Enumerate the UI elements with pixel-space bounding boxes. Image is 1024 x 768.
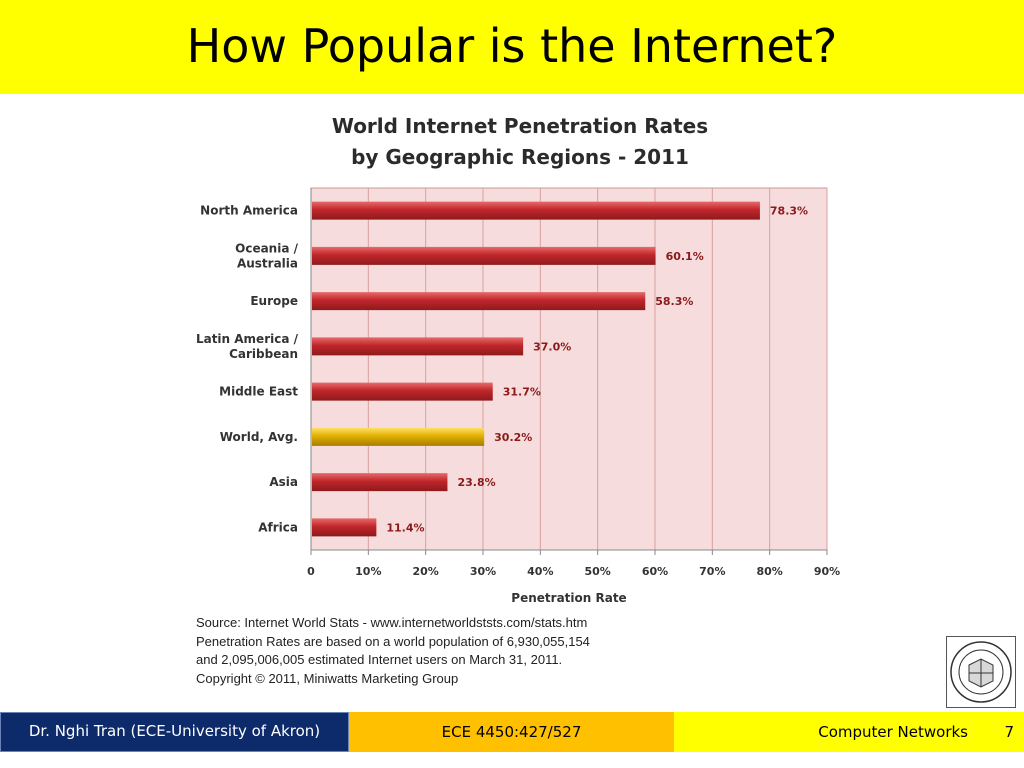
category-label: Middle East (219, 385, 298, 399)
x-tick-label: 60% (642, 565, 668, 578)
footer: Dr. Nghi Tran (ECE-University of Akron) … (0, 712, 1024, 752)
bar (312, 473, 448, 492)
source-line: Penetration Rates are based on a world p… (196, 633, 590, 649)
source-line: Source: Internet World Stats - www.inter… (196, 615, 588, 630)
x-tick-label: 40% (527, 565, 553, 578)
chart-subtitle: by Geographic Regions - 2011 (351, 145, 689, 169)
data-label: 11.4% (386, 521, 424, 534)
data-label: 30.2% (494, 431, 532, 444)
footer-course-name: Computer Networks (818, 723, 968, 741)
data-label: 37.0% (533, 340, 571, 353)
bar (312, 382, 493, 401)
x-tick-label: 0 (307, 565, 315, 578)
x-tick-label: 50% (584, 565, 610, 578)
category-label: Latin America / (196, 332, 299, 346)
source-line: Copyright © 2011, Miniwatts Marketing Gr… (196, 670, 459, 686)
footer-right: Computer Networks 7 (674, 712, 1024, 752)
category-label: Europe (250, 294, 298, 308)
plot-area (310, 187, 828, 551)
bar (312, 337, 524, 356)
slide-title: How Popular is the Internet? (186, 19, 838, 73)
bar (312, 427, 485, 446)
x-tick-label: 20% (412, 565, 438, 578)
category-label: Africa (258, 520, 298, 534)
data-label: 31.7% (503, 386, 541, 399)
x-tick-label: 90% (814, 565, 840, 578)
data-label: 23.8% (457, 476, 495, 489)
category-label: North America (200, 204, 298, 218)
x-tick-label: 30% (470, 565, 496, 578)
x-tick-label: 10% (355, 565, 381, 578)
category-label: Australia (237, 256, 298, 270)
penetration-chart: World Internet Penetration Rates by Geogr… (196, 114, 840, 605)
page-number: 7 (1004, 723, 1014, 741)
bar (312, 246, 656, 265)
category-label: Caribbean (229, 347, 298, 361)
x-tick-label: 80% (756, 565, 782, 578)
title-bar (0, 0, 1024, 94)
bar (312, 201, 760, 220)
x-tick-label: 70% (699, 565, 725, 578)
category-label: World, Avg. (220, 430, 298, 444)
source-note: Source: Internet World Stats - www.inter… (196, 614, 590, 688)
university-seal (946, 636, 1016, 708)
data-label: 60.1% (666, 250, 704, 263)
bar (312, 292, 646, 311)
category-label: Oceania / (235, 241, 298, 255)
chart-title: World Internet Penetration Rates (332, 114, 708, 138)
bar (312, 518, 377, 537)
category-label: Asia (269, 475, 298, 489)
footer-course-code: ECE 4450:427/527 (349, 712, 674, 752)
data-label: 78.3% (770, 205, 808, 218)
data-label: 58.3% (655, 295, 693, 308)
x-axis-title: Penetration Rate (511, 591, 626, 605)
source-line: and 2,095,006,005 estimated Internet use… (196, 652, 563, 667)
footer-author: Dr. Nghi Tran (ECE-University of Akron) (0, 712, 349, 752)
